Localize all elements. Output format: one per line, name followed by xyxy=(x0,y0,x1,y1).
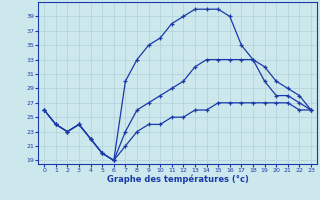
X-axis label: Graphe des températures (°c): Graphe des températures (°c) xyxy=(107,175,249,184)
